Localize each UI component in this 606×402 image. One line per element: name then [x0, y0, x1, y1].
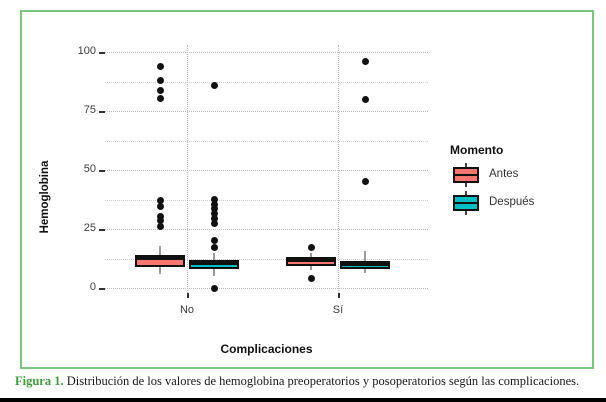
x-tick-mark	[338, 293, 340, 298]
median-line	[189, 261, 239, 265]
outlier-dot	[361, 57, 369, 65]
figure-caption: Figura 1. Distribución de los valores de…	[15, 374, 601, 389]
outlier-dot	[156, 76, 164, 84]
median-line	[135, 257, 185, 260]
outlier-dot	[210, 210, 218, 218]
outlier-dot	[361, 95, 369, 103]
x-tick-label: No	[179, 304, 195, 316]
outlier-dot	[156, 94, 164, 102]
median-line	[286, 259, 336, 263]
boxplot-box	[135, 254, 185, 267]
y-tick-mark	[99, 170, 105, 172]
outlier-dot	[156, 62, 164, 70]
outlier-dot	[156, 212, 164, 220]
outlier-dot	[210, 81, 218, 89]
x-axis-title: Complicaciones	[220, 342, 313, 356]
y-tick-label: 75	[83, 104, 96, 116]
outlier-dot	[361, 178, 369, 186]
legend-item-label: Antes	[489, 168, 519, 180]
outlier-dot	[210, 237, 218, 245]
outlier-dot	[210, 205, 218, 213]
legend-item: Después	[453, 189, 573, 217]
outlier-dot	[156, 217, 164, 225]
outlier-dot	[210, 284, 218, 292]
major-gridline	[105, 288, 428, 289]
outlier-dot	[307, 244, 315, 252]
y-tick-label: 50	[83, 163, 96, 175]
minor-gridline	[105, 81, 428, 83]
legend-item-label: Después	[489, 196, 535, 208]
minor-gridline	[105, 258, 428, 260]
y-tick-label: 100	[77, 45, 96, 57]
outlier-dot	[210, 196, 218, 203]
major-gridline	[105, 111, 428, 112]
median-line	[340, 262, 390, 266]
outlier-dot	[156, 223, 164, 231]
major-gridline	[105, 52, 428, 53]
category-gridline	[187, 45, 188, 293]
y-tick-mark	[99, 111, 105, 113]
y-tick-mark	[99, 229, 105, 231]
legend-title: Momento	[450, 143, 504, 157]
outlier-dot	[156, 197, 164, 205]
major-gridline	[105, 229, 428, 230]
y-tick-label: 25	[83, 222, 96, 234]
major-gridline	[105, 170, 428, 171]
outlier-dot	[210, 214, 218, 222]
outlier-dot	[210, 200, 218, 208]
caption-text: Distribución de los valores de hemoglobi…	[63, 374, 580, 388]
outlier-dot	[210, 219, 218, 227]
outlier-dot	[307, 275, 315, 283]
x-tick-label: Sí	[332, 304, 344, 316]
y-tick-mark	[99, 52, 105, 54]
figure-frame: Hemoglobina Complicaciones Momento 0 25 50…	[20, 10, 594, 369]
outlier-dot	[210, 244, 218, 252]
legend-key-median	[455, 174, 477, 176]
category-gridline	[338, 45, 339, 293]
x-tick-mark	[187, 293, 189, 298]
outlier-dot	[156, 203, 164, 211]
legend-key-median	[455, 202, 477, 204]
outlier-dot	[156, 87, 164, 95]
minor-gridline	[105, 199, 428, 201]
minor-gridline	[105, 140, 428, 142]
caption-figure-label: Figura 1.	[15, 374, 64, 388]
y-tick-mark	[99, 288, 105, 290]
y-axis-title: Hemoglobina	[39, 160, 51, 234]
y-tick-label: 0	[89, 281, 96, 293]
page-bottom-border	[0, 398, 606, 402]
legend-item: Antes	[453, 161, 573, 189]
